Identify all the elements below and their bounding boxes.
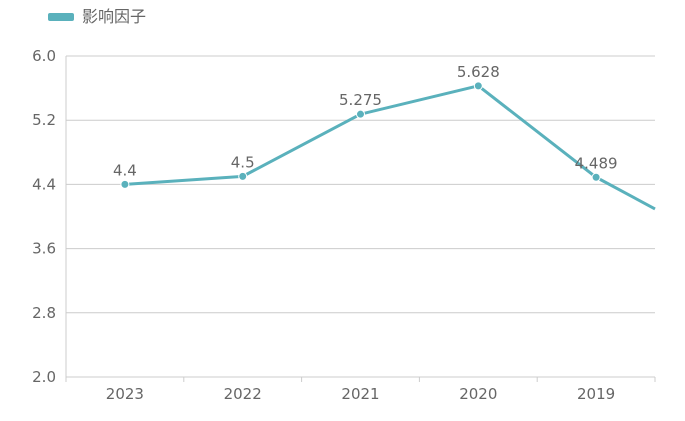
data-label: 5.628 — [457, 63, 500, 81]
data-label: 4.4 — [113, 161, 137, 179]
data-label: 4.489 — [575, 154, 618, 172]
legend-label: 影响因子 — [82, 7, 147, 26]
data-label: 4.5 — [231, 153, 255, 171]
data-point[interactable] — [356, 109, 365, 119]
y-tick-label: 4.4 — [32, 175, 56, 193]
x-tick-label: 2021 — [341, 385, 379, 403]
x-tick-label: 2023 — [106, 385, 144, 403]
data-point[interactable] — [473, 81, 483, 91]
series-line — [124, 84, 656, 211]
data-label: 5.275 — [339, 91, 382, 109]
x-tick-label: 2019 — [577, 385, 615, 403]
x-tick-label: 2020 — [459, 385, 497, 403]
y-tick-label: 2.0 — [32, 368, 56, 386]
y-tick-label: 5.2 — [32, 111, 56, 129]
data-labels: 4.4 4.5 5.275 5.628 4.489 — [113, 63, 618, 180]
data-point[interactable] — [238, 171, 248, 181]
y-tick-label: 3.6 — [32, 240, 56, 258]
data-point[interactable] — [591, 172, 601, 182]
y-tick-label: 6.0 — [32, 47, 56, 65]
series-layer — [120, 81, 656, 211]
x-tick-label: 2022 — [224, 385, 262, 403]
y-tick-label: 2.8 — [32, 304, 56, 322]
axes: 2.0 2.8 3.6 4.4 5.2 6.0 2023 2022 2021 2020 2019 — [32, 47, 656, 403]
gridlines — [66, 55, 655, 314]
legend[interactable]: 影响因子 — [48, 9, 146, 25]
legend-swatch — [48, 13, 74, 21]
data-point[interactable] — [120, 179, 130, 189]
